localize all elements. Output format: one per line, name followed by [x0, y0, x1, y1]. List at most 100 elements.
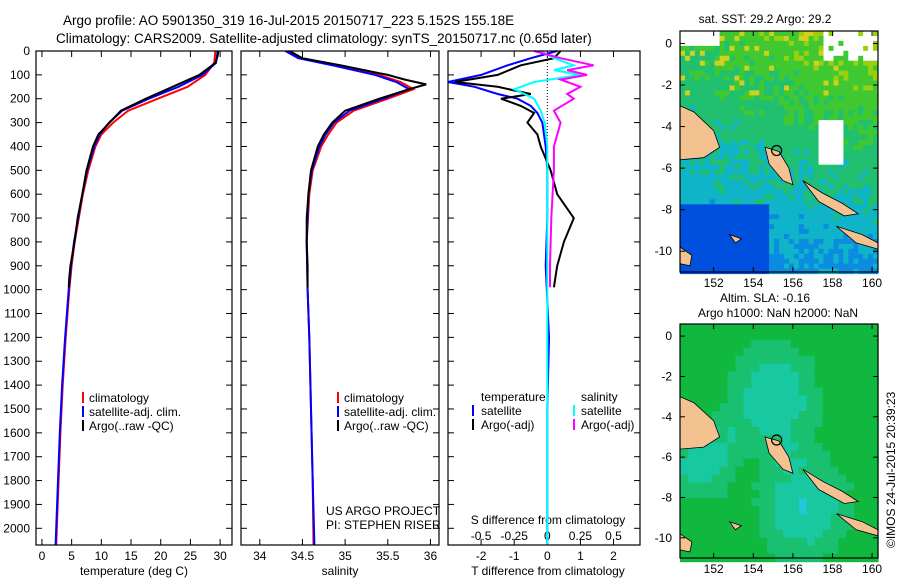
map-cell — [774, 110, 780, 116]
legend-label: satellite — [481, 404, 522, 418]
map-cell — [873, 224, 879, 230]
map-cell — [854, 324, 863, 333]
map-cell — [774, 179, 780, 185]
map-cell — [873, 134, 879, 141]
map-cell — [704, 179, 711, 185]
map-cell — [724, 50, 730, 57]
map-cell — [774, 238, 780, 245]
map-cell — [754, 169, 760, 176]
map-cell — [734, 243, 740, 250]
map-cell — [743, 427, 752, 436]
map-cell — [868, 194, 874, 200]
map-cell — [798, 506, 808, 515]
map-cell — [703, 379, 713, 388]
map-cell — [863, 214, 869, 220]
map-cell — [798, 174, 805, 181]
map-cell — [868, 258, 874, 265]
map-cell — [818, 209, 825, 215]
map-cell — [694, 40, 701, 47]
map-cell — [734, 65, 740, 72]
map-cell — [751, 427, 760, 436]
map-cell — [838, 115, 844, 121]
map-cell — [788, 229, 795, 235]
map-cell — [843, 105, 849, 111]
map-cell — [754, 263, 760, 270]
map-cell — [767, 537, 776, 547]
map-cell — [764, 258, 770, 265]
map-cell — [739, 164, 745, 171]
map-cell — [853, 130, 859, 136]
map-cell — [735, 450, 744, 460]
map-cell — [818, 65, 825, 72]
map-cell — [838, 110, 844, 116]
map-cell — [775, 371, 784, 380]
map-cell — [744, 263, 750, 270]
map-cell — [729, 50, 735, 57]
map-cell — [783, 498, 792, 507]
map-cell — [774, 36, 780, 42]
map-cell — [727, 466, 736, 476]
map-cell — [803, 169, 810, 176]
map-cell — [793, 263, 800, 270]
map-cell — [680, 243, 686, 250]
map-cell — [848, 263, 854, 270]
map-cell — [754, 115, 760, 121]
map-cell — [687, 347, 697, 357]
map-cell — [694, 50, 701, 57]
map-cell — [798, 100, 805, 106]
map-cell — [744, 125, 750, 131]
map-cell — [830, 419, 839, 428]
map-cell — [764, 194, 770, 200]
map-cell — [814, 434, 824, 444]
map-cell — [798, 243, 805, 250]
map-cell — [788, 80, 795, 86]
map-cell — [863, 105, 869, 111]
map-cell — [754, 243, 760, 250]
map-cell — [783, 514, 792, 523]
map-cell — [734, 204, 740, 210]
map-cell — [813, 184, 820, 190]
map-cell — [783, 395, 792, 404]
map-cell — [774, 199, 780, 205]
map-cell — [764, 130, 770, 136]
map-cell — [790, 339, 800, 349]
map-cell — [788, 209, 795, 215]
map-cell — [739, 184, 745, 190]
map-cell — [743, 522, 752, 531]
map-cell — [828, 164, 834, 171]
map-cell — [813, 75, 820, 82]
map-cell — [769, 110, 775, 116]
map-cell — [848, 105, 854, 111]
map-cell — [749, 248, 755, 255]
map-cell — [739, 214, 745, 220]
map-cell — [744, 70, 750, 77]
map-cell — [868, 115, 874, 121]
map-cell — [719, 50, 726, 57]
map-cell — [749, 134, 755, 141]
map-cell — [828, 115, 834, 121]
map-cell — [828, 209, 834, 215]
x2-tick-label: -0.5 — [471, 529, 492, 543]
map-cell — [784, 85, 790, 91]
map-cell — [774, 258, 780, 265]
map-cell — [704, 120, 711, 126]
map-cell — [699, 243, 706, 250]
map-cell — [854, 395, 863, 404]
map-cell — [727, 434, 736, 444]
map-cell — [711, 522, 721, 531]
map-cell — [784, 110, 790, 116]
map-cell — [793, 36, 800, 42]
legend-header-salinity: salinity — [581, 390, 618, 404]
map-cell — [699, 263, 706, 270]
map-cell — [868, 234, 874, 240]
map-cell — [704, 253, 711, 260]
map-cell — [759, 419, 768, 428]
map-cell — [873, 149, 879, 156]
map-cell — [699, 174, 706, 181]
map-cell — [858, 70, 864, 77]
map-cell — [759, 199, 765, 205]
map-cell — [858, 31, 864, 37]
map-cell — [858, 45, 864, 52]
map-cell — [818, 263, 825, 270]
map-cell — [754, 36, 760, 42]
